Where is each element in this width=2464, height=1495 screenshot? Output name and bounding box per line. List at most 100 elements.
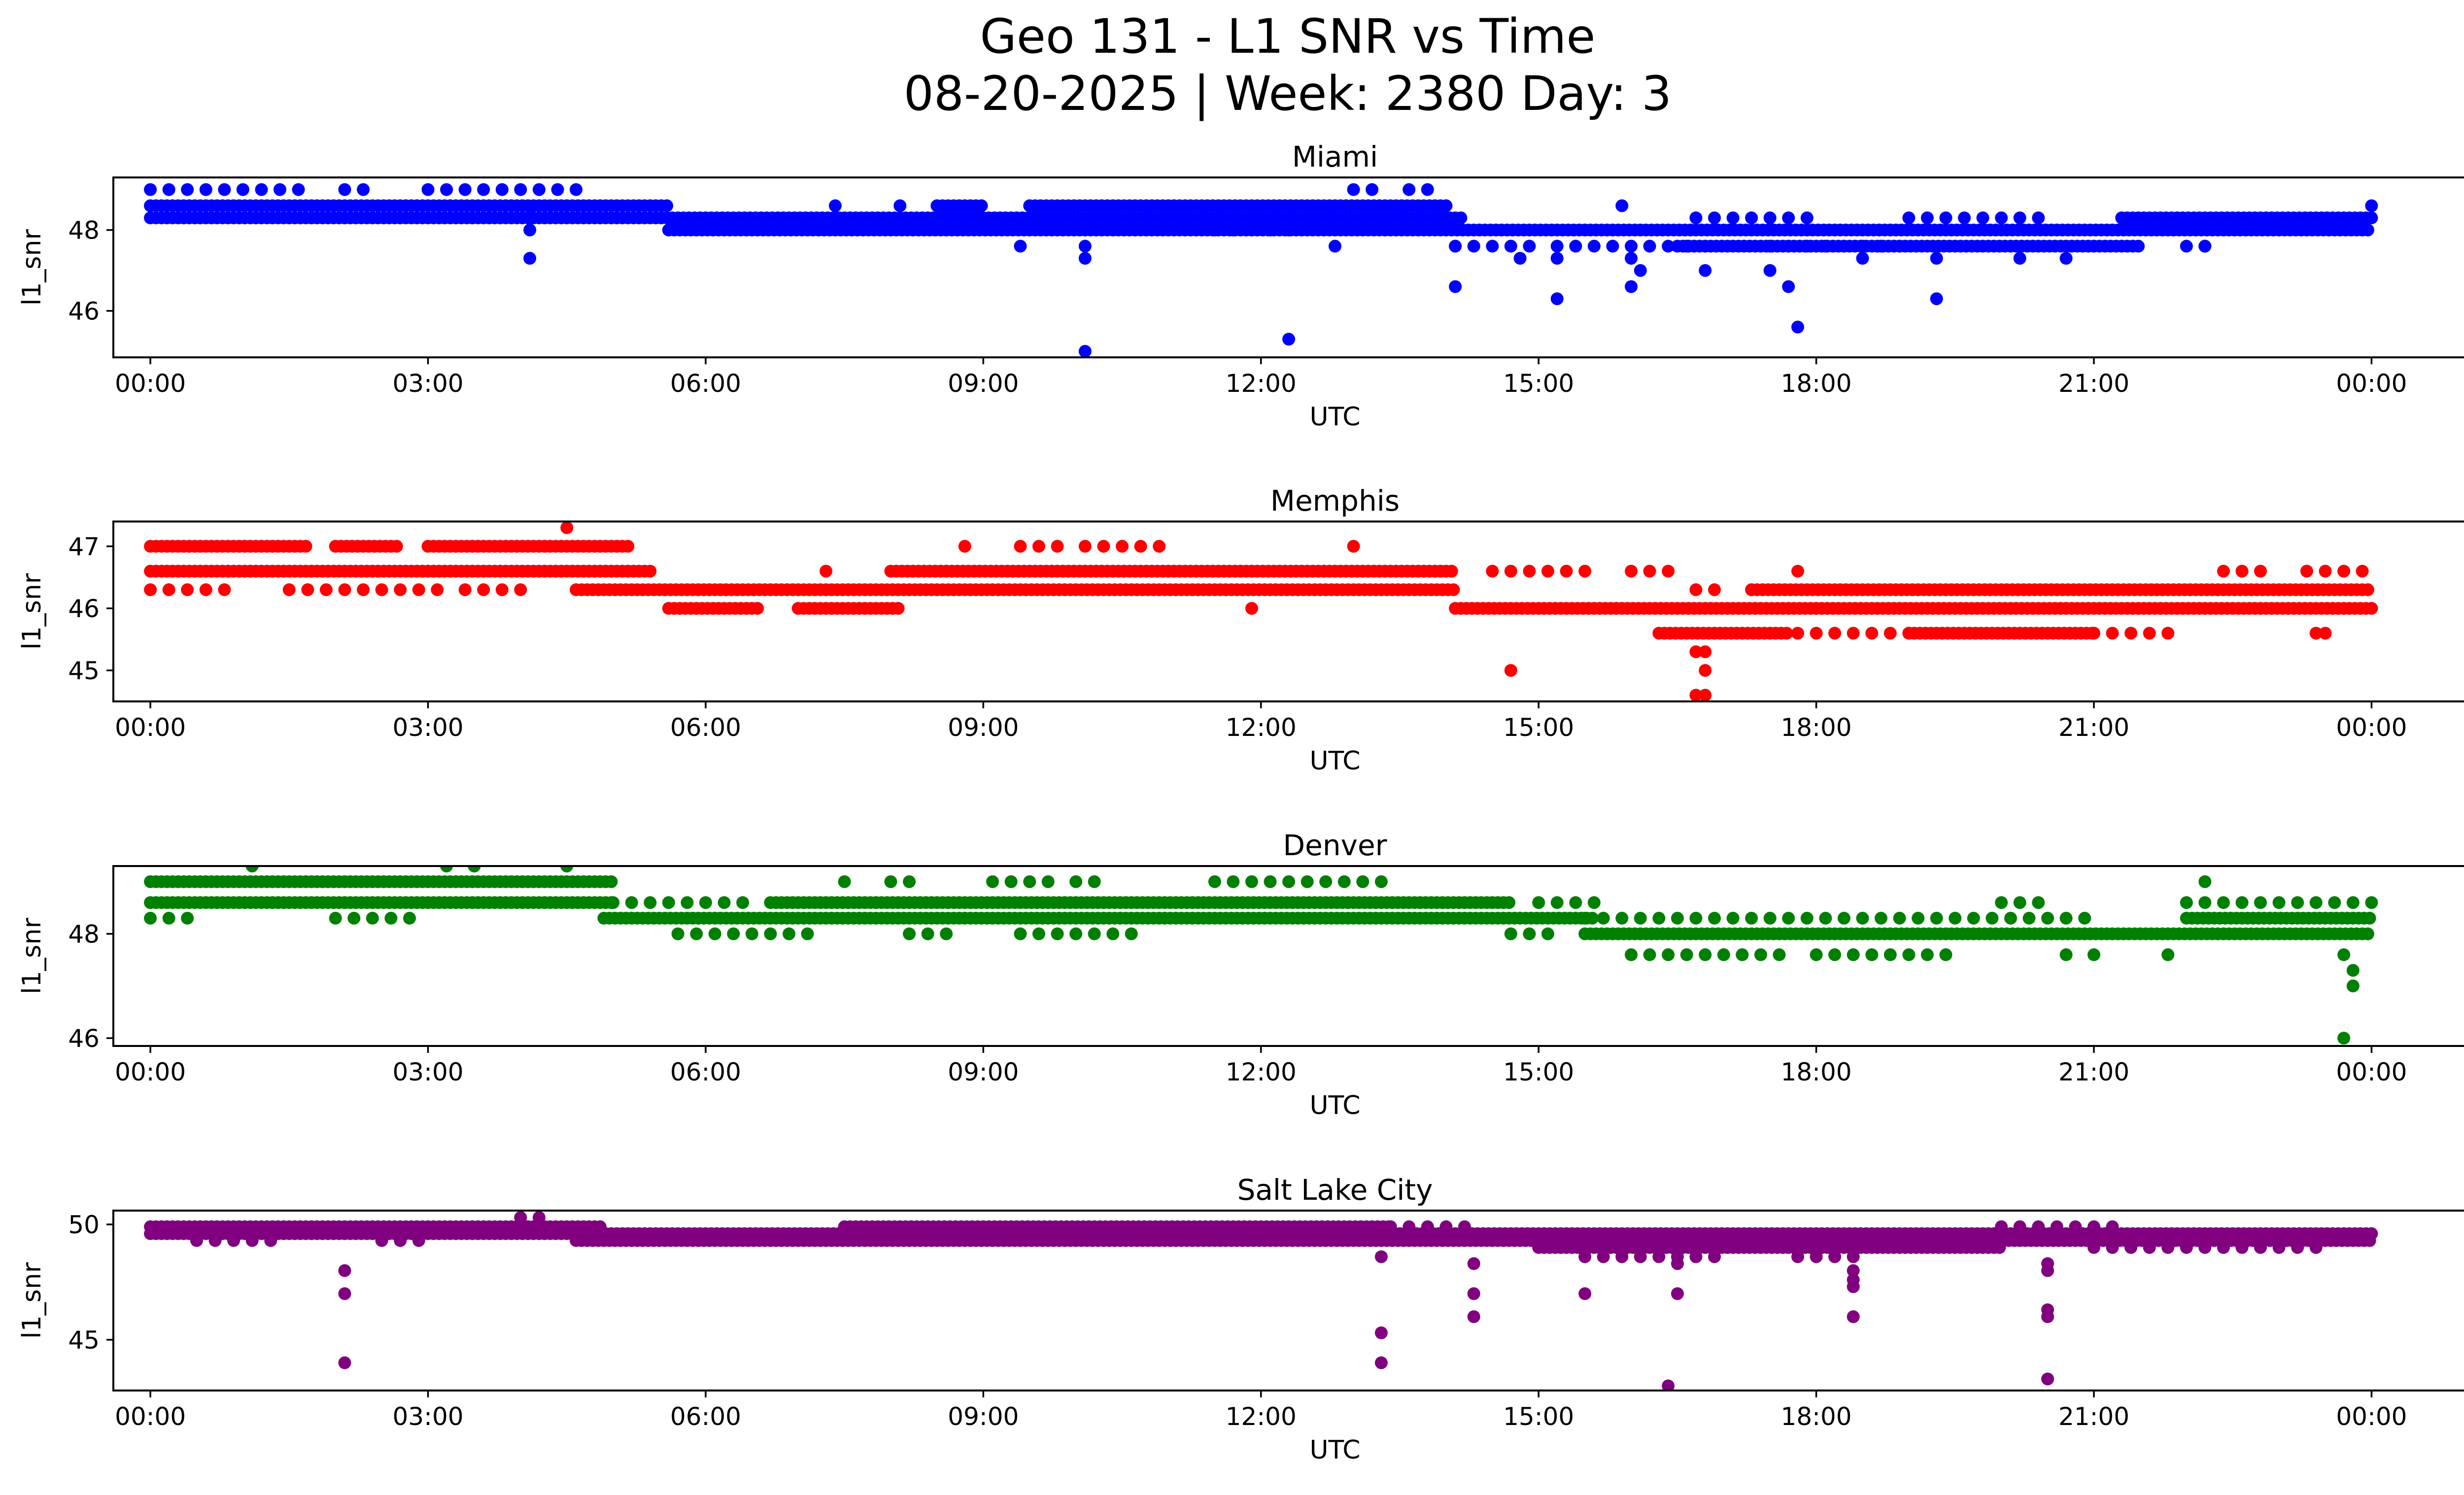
data-point — [245, 1234, 259, 1247]
data-point — [1032, 927, 1045, 940]
outlier-point — [468, 866, 481, 872]
data-point — [299, 540, 312, 553]
data-point — [1606, 240, 1619, 253]
x-tick-label: 00:00 — [2336, 369, 2407, 398]
x-tick-label: 00:00 — [115, 1402, 186, 1431]
data-point — [551, 183, 564, 196]
data-point — [227, 1234, 240, 1247]
data-point — [1578, 564, 1592, 578]
data-point — [2254, 564, 2267, 578]
x-tick-label: 03:00 — [392, 369, 463, 398]
data-point — [236, 183, 249, 196]
outlier-point — [1791, 564, 1804, 578]
data-point — [2124, 626, 2138, 640]
outlier-point — [245, 866, 259, 872]
data-point — [1902, 211, 1916, 224]
data-point — [783, 927, 795, 940]
data-point — [144, 911, 157, 925]
data-point — [2337, 564, 2351, 578]
data-point — [199, 183, 212, 196]
data-point — [921, 927, 934, 940]
data-point — [1930, 911, 1943, 925]
data-point — [431, 583, 444, 596]
outlier-point — [2059, 252, 2073, 265]
data-point — [1699, 240, 1712, 253]
outlier-point — [338, 1356, 351, 1369]
data-point — [282, 583, 296, 596]
data-point — [1597, 1250, 1610, 1263]
y-axis-label: l1_snr — [17, 1262, 47, 1339]
data-point — [2361, 927, 2374, 940]
outlier-point — [1847, 1310, 1860, 1323]
data-point — [1736, 948, 1749, 961]
x-axis-label: UTC — [1309, 746, 1360, 776]
data-point — [1837, 240, 1850, 253]
data-point — [1699, 948, 1712, 961]
data-point — [1634, 1250, 1647, 1263]
data-point — [1810, 1250, 1823, 1263]
data-point — [1032, 540, 1045, 553]
data-point — [660, 199, 674, 212]
outlier-point — [338, 1264, 351, 1277]
data-point — [1856, 240, 1869, 253]
data-point — [2361, 583, 2374, 596]
axes-frame — [112, 1210, 2464, 1391]
data-point — [2346, 896, 2360, 909]
outlier-point — [1513, 252, 1527, 265]
data-point — [1014, 927, 1027, 940]
data-point — [375, 583, 388, 596]
data-point — [2235, 564, 2249, 578]
data-point — [1125, 927, 1138, 940]
data-point — [1875, 240, 1887, 253]
x-tick-label: 15:00 — [1503, 369, 1574, 398]
data-point — [625, 896, 638, 909]
data-point — [1819, 240, 1832, 253]
data-point — [1967, 911, 1980, 925]
x-tick-label: 18:00 — [1781, 369, 1852, 398]
data-point — [570, 183, 582, 196]
data-point — [1208, 223, 1221, 237]
outlier-point — [560, 522, 574, 534]
data-point — [1949, 911, 1962, 925]
data-point — [162, 911, 175, 925]
data-point — [1569, 896, 1582, 909]
data-point — [2272, 896, 2286, 909]
data-point — [1726, 911, 1740, 925]
figure-title-line1: Geo 131 - L1 SNR vs Time — [980, 9, 1596, 64]
data-point — [2132, 240, 2145, 253]
outlier-point — [338, 1287, 351, 1300]
data-point — [1819, 911, 1832, 925]
outlier-point — [1791, 320, 1804, 334]
outlier-point — [2346, 979, 2360, 993]
data-point — [828, 199, 842, 212]
data-point — [1902, 948, 1916, 961]
y-tick-label: 50 — [68, 1211, 100, 1239]
data-point — [1615, 199, 1629, 212]
data-point — [1875, 911, 1887, 925]
data-point — [2363, 911, 2376, 925]
data-point — [1504, 927, 1517, 940]
data-point — [1004, 875, 1018, 888]
outlier-point — [1282, 333, 1296, 346]
data-point — [1504, 240, 1517, 253]
data-point — [727, 927, 740, 940]
data-point — [1754, 948, 1767, 961]
data-point — [2361, 223, 2374, 237]
data-point — [1447, 583, 1460, 596]
data-point — [190, 1234, 203, 1247]
data-point — [1689, 911, 1703, 925]
data-point — [1337, 875, 1351, 888]
data-point — [662, 896, 675, 909]
data-point — [1347, 540, 1360, 553]
outlier-point — [2161, 948, 2175, 961]
x-tick-label: 00:00 — [115, 369, 186, 398]
data-point — [1523, 927, 1536, 940]
data-point — [745, 927, 758, 940]
data-point — [292, 183, 305, 196]
data-point — [301, 583, 314, 596]
data-point — [1920, 211, 1934, 224]
data-point — [1541, 927, 1554, 940]
data-point — [2050, 1220, 2063, 1233]
data-point — [1773, 948, 1786, 961]
outlier-point — [1550, 252, 1564, 265]
